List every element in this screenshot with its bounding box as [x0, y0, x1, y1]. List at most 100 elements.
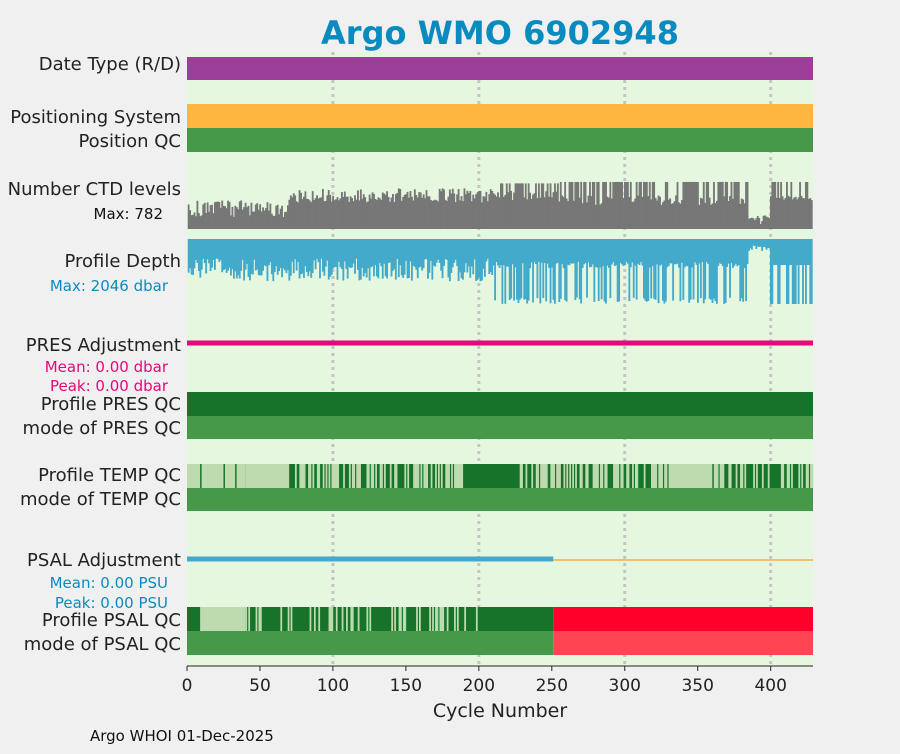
depth-bar-175: [441, 239, 444, 279]
ctd-bar-181: [450, 193, 453, 229]
depth-bar-172: [437, 239, 440, 260]
depth-bar-1: [187, 239, 190, 273]
depth-bar-91: [319, 239, 321, 279]
ctd-bar-257: [561, 195, 564, 229]
depth-bar-37: [240, 239, 243, 271]
ctd-bar-310: [638, 181, 641, 229]
depth-bar-386: [749, 239, 752, 249]
depth-bar-236: [530, 239, 533, 263]
depth-bar-226: [516, 239, 518, 300]
temp-qc-mix-127: [372, 464, 375, 488]
temp-qc-mix-172: [437, 464, 440, 488]
depth-bar-196: [472, 239, 475, 275]
depth-bar-186: [457, 239, 460, 281]
footer-credit: Argo WHOI 01-Dec-2025: [90, 727, 274, 745]
depth-bar-47: [254, 239, 257, 271]
psal-qc-mix-87: [313, 607, 316, 631]
depth-max-label: Max: 2046 dbar: [50, 277, 169, 295]
depth-bar-35: [237, 239, 240, 276]
temp-qc-mix-325: [661, 464, 664, 488]
ctd-bar-233: [526, 199, 529, 229]
temp-qc-mix-380: [741, 464, 744, 488]
depth-bar-355: [704, 239, 707, 300]
depth-bar-255: [558, 239, 561, 303]
depth-bar-257: [561, 239, 564, 265]
depth-bar-267: [575, 239, 578, 298]
temp-qc-mix-178: [446, 464, 449, 488]
ctd-bar-328: [664, 181, 667, 229]
ctd-bar-93: [321, 188, 324, 229]
depth-bar-388: [752, 239, 755, 246]
depth-bar-378: [737, 239, 740, 266]
depth-bar-284: [600, 239, 603, 300]
temp-qc-mix-319: [652, 464, 655, 488]
depth-bar-316: [647, 239, 650, 301]
ctd-bar-402: [772, 181, 775, 229]
depth-bar-168: [431, 239, 434, 280]
temp-qc-mix-95: [325, 464, 328, 488]
psal-qc-mix-148: [402, 607, 405, 631]
depth-bar-410: [784, 239, 787, 265]
psal-qc-mix-168: [432, 607, 434, 631]
depth-bar-169: [432, 239, 435, 266]
ctd-bar-365: [718, 181, 721, 229]
ctd-bar-348: [694, 181, 696, 229]
depth-bar-176: [443, 239, 445, 266]
ctd-bar-210: [492, 193, 495, 229]
temp-qc-mix-186: [458, 464, 461, 488]
ctd-bar-414: [790, 181, 793, 229]
depth-bar-282: [597, 239, 600, 302]
ctd-bar-401: [771, 181, 774, 229]
temp-qc-mix-86: [312, 464, 315, 488]
depth-bar-153: [409, 239, 412, 262]
ctd-bar-228: [518, 183, 521, 229]
ctd-bar-222: [510, 190, 513, 229]
depth-bar-43: [249, 239, 251, 281]
depth-bar-308: [635, 239, 638, 300]
depth-bar-330: [667, 239, 670, 266]
temp-qc-mix-139: [389, 464, 392, 488]
ctd-bar-319: [651, 181, 654, 229]
depth-bar-95: [324, 239, 327, 267]
ctd-bar-101: [333, 200, 336, 229]
ctd-bar-27: [225, 208, 228, 229]
ctd-bar-380: [740, 198, 743, 229]
ctd-bar-242: [539, 197, 542, 229]
ctd-bar-411: [786, 181, 788, 229]
ctd-bar-231: [523, 197, 526, 229]
depth-bar-206: [486, 239, 489, 259]
x-axis: 0 50 100 150 200 250 300 350 400: [182, 665, 813, 696]
ctd-bar-387: [750, 217, 753, 229]
temp-qc-mix-388: [753, 464, 755, 488]
depth-bar-341: [683, 239, 686, 268]
ctd-bar-156: [413, 189, 416, 229]
row-labels: Date Type (R/D) Positioning System Posit…: [8, 54, 181, 655]
temp-qc-mix-163: [424, 464, 427, 488]
depth-bar-274: [586, 239, 588, 298]
depth-bar-211: [494, 239, 497, 301]
depth-bar-199: [476, 239, 479, 280]
temp-qc-mix-266: [575, 464, 577, 488]
depth-bar-30: [230, 239, 232, 276]
depth-bar-32: [232, 239, 235, 279]
depth-bar-351: [698, 239, 701, 264]
depth-bar-368: [723, 239, 726, 304]
depth-bar-192: [466, 239, 469, 273]
ctd-bar-83: [307, 199, 310, 229]
ctd-bar-288: [606, 196, 609, 229]
ctd-bar-262: [568, 181, 571, 229]
ctd-bar-283: [599, 204, 602, 229]
band-position-qc: [187, 128, 813, 152]
temp-qc-mix-164: [426, 464, 429, 488]
psal-qc-mix-40: [245, 607, 248, 631]
ctd-bar-350: [696, 181, 699, 229]
psal-qc-mix-166: [429, 607, 431, 631]
ctd-bar-252: [553, 183, 556, 229]
depth-bar-270: [580, 239, 583, 304]
depth-bar-101: [333, 239, 336, 268]
depth-bar-57: [269, 239, 272, 263]
temp-qc-mix-411: [786, 464, 789, 488]
x-tick-label-350: 350: [681, 676, 713, 696]
depth-bar-365: [718, 239, 721, 264]
depth-bar-233: [526, 239, 529, 304]
